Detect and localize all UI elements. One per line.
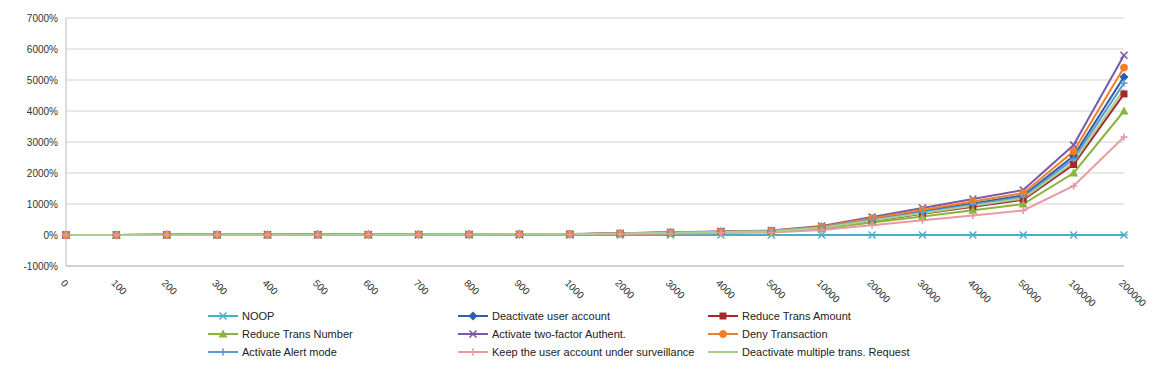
svg-text:100000: 100000 [1067,277,1099,308]
svg-text:20000: 20000 [865,277,893,305]
svg-text:4000: 4000 [714,277,738,301]
html-text:Reduce Trans Number: Reduce Trans Number [242,328,353,340]
svg-text:300: 300 [210,277,230,297]
svg-text:1000%: 1000% [27,199,58,210]
svg-text:700: 700 [412,277,432,297]
svg-text:4000%: 4000% [27,106,58,117]
svg-text:400: 400 [260,277,280,297]
svg-text:200: 200 [160,277,180,297]
svg-text:100: 100 [109,277,129,297]
svg-text:800: 800 [462,277,482,297]
html-text:Activate Alert mode: Activate Alert mode [242,346,337,358]
svg-text:3000%: 3000% [27,137,58,148]
html-text:Deny Transaction: Deny Transaction [742,328,828,340]
html-text:Reduce Trans Amount: Reduce Trans Amount [742,310,851,322]
svg-text:0%: 0% [44,230,59,241]
svg-text:-1000%: -1000% [24,261,59,272]
html-text:Activate two-factor Authent.: Activate two-factor Authent. [492,328,626,340]
svg-text:6000%: 6000% [27,44,58,55]
html-text:Keep the user account under su: Keep the user account under surveillance [492,346,695,358]
html-text:Deactivate multiple trans. Req: Deactivate multiple trans. Request [742,346,910,358]
svg-text:3000: 3000 [664,277,688,301]
svg-text:50000: 50000 [1016,277,1044,305]
svg-text:1000: 1000 [563,277,587,301]
svg-text:10000: 10000 [815,277,843,305]
svg-text:40000: 40000 [966,277,994,305]
svg-text:5000%: 5000% [27,75,58,86]
svg-text:600: 600 [361,277,381,297]
svg-text:7000%: 7000% [27,13,58,24]
svg-text:0: 0 [59,277,71,289]
html-text:Deactivate user account: Deactivate user account [492,310,610,322]
svg-text:500: 500 [311,277,331,297]
svg-text:5000: 5000 [764,277,788,301]
svg-text:200000: 200000 [1117,277,1149,308]
html-text:NOOP: NOOP [242,310,275,322]
svg-text:30000: 30000 [915,277,943,305]
svg-text:2000%: 2000% [27,168,58,179]
svg-text:900: 900 [512,277,532,297]
svg-text:2000: 2000 [613,277,637,301]
